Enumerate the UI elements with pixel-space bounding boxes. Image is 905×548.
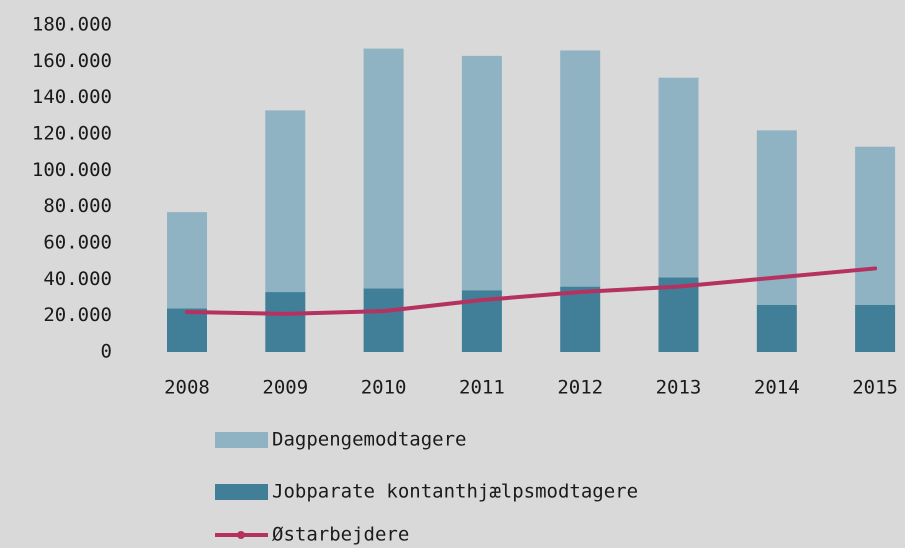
y-tick-label: 60.000 — [43, 232, 112, 254]
bar — [855, 304, 896, 352]
legend-label: Dagpengemodtagere — [272, 429, 466, 451]
x-tick-label: 2015 — [852, 377, 898, 399]
bar — [756, 304, 797, 352]
x-tick-label: 2013 — [656, 377, 702, 399]
x-tick-label: 2010 — [361, 377, 407, 399]
bar — [167, 212, 207, 309]
bar — [658, 277, 699, 352]
legend-label: Østarbejdere — [272, 524, 409, 546]
x-tick-label: 2011 — [459, 377, 505, 399]
bar — [560, 286, 601, 352]
bar — [167, 308, 207, 352]
line — [185, 266, 878, 316]
legend-swatch — [237, 531, 245, 539]
y-tick-label: 0 — [101, 341, 112, 363]
x-tick-label: 2014 — [754, 377, 800, 399]
x-tick-label: 2012 — [557, 377, 603, 399]
y-tick-label: 140.000 — [32, 86, 112, 108]
bar — [363, 48, 404, 289]
bar — [855, 146, 896, 305]
legend-label: Jobparate kontanthjælpsmodtagere — [272, 481, 638, 503]
x-tick-label: 2009 — [262, 377, 308, 399]
y-tick-label: 100.000 — [32, 159, 112, 181]
y-tick-label: 20.000 — [43, 304, 112, 326]
bar — [265, 110, 306, 293]
bar — [363, 288, 404, 352]
y-tick-label: 160.000 — [32, 50, 112, 72]
x-tick-label: 2008 — [164, 377, 210, 399]
bar — [461, 55, 502, 291]
y-tick-label: 40.000 — [43, 268, 112, 290]
legend-swatch — [215, 484, 268, 500]
y-tick-label: 80.000 — [43, 195, 112, 217]
bar — [658, 77, 699, 278]
legend-swatch — [215, 432, 268, 448]
y-tick-label: 120.000 — [32, 123, 112, 145]
bar — [560, 50, 601, 287]
bar — [265, 292, 306, 352]
y-tick-label: 180.000 — [32, 14, 112, 36]
